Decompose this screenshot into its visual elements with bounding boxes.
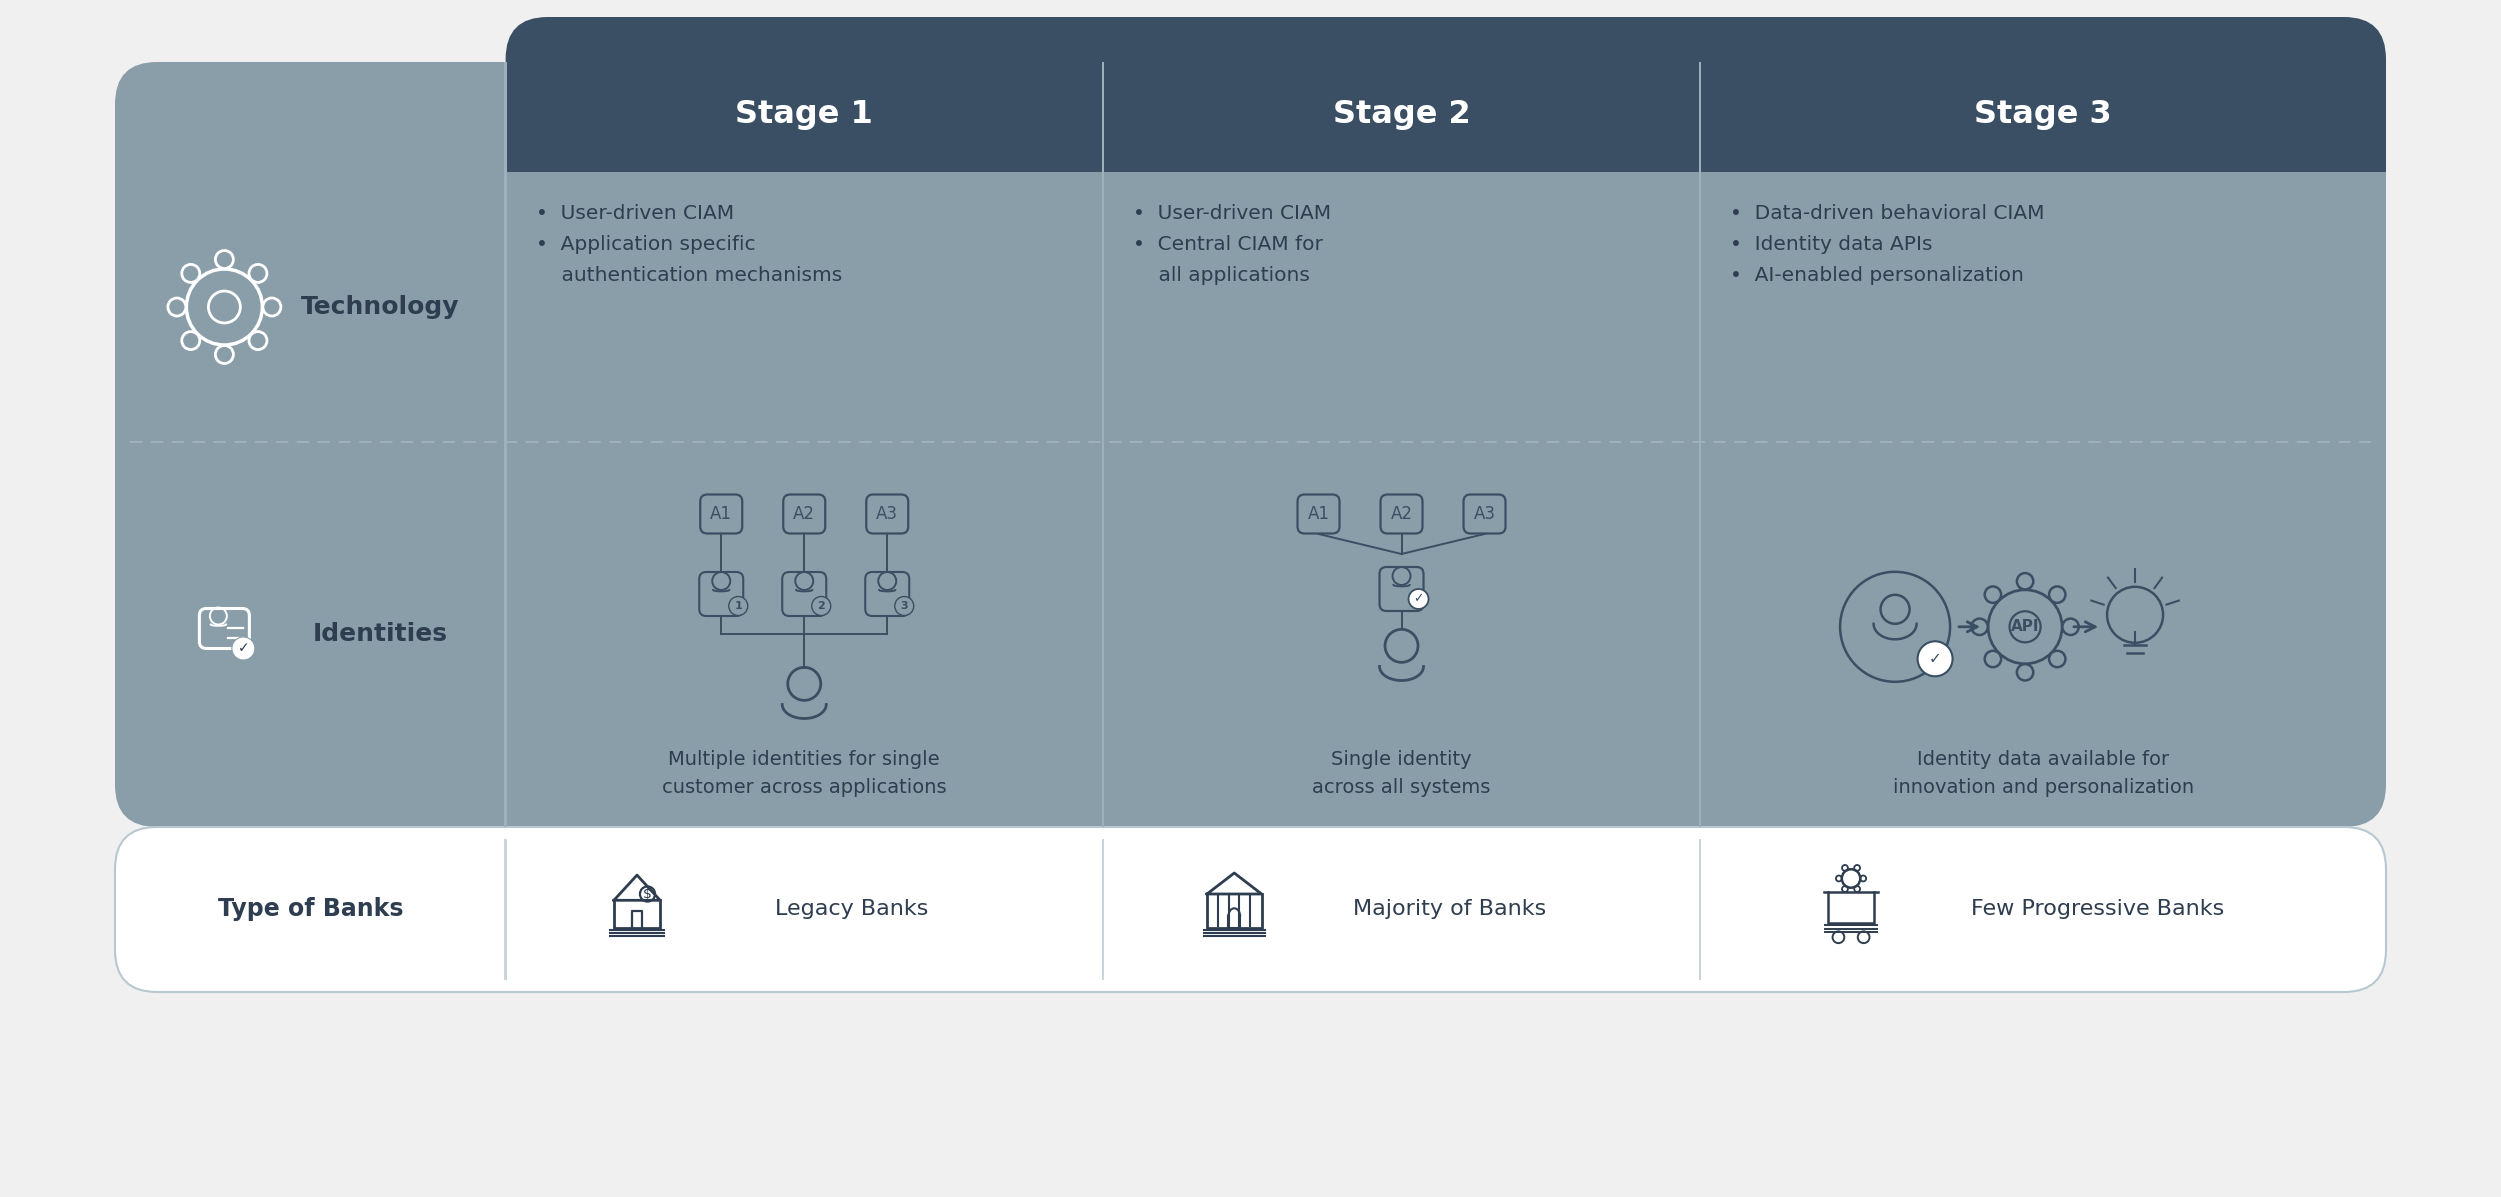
Circle shape <box>813 596 830 615</box>
Bar <box>1100 839 1103 980</box>
Text: API: API <box>2011 619 2038 634</box>
FancyBboxPatch shape <box>115 827 2386 992</box>
Text: $: $ <box>643 887 653 901</box>
Circle shape <box>2048 651 2066 667</box>
Text: Technology: Technology <box>300 294 460 318</box>
Text: •  User-driven CIAM
•  Central CIAM for
    all applications: • User-driven CIAM • Central CIAM for al… <box>1133 203 1331 285</box>
Circle shape <box>168 298 185 316</box>
Text: A2: A2 <box>1391 505 1413 523</box>
Text: 2: 2 <box>818 601 825 610</box>
Circle shape <box>208 291 240 323</box>
Bar <box>1698 62 1701 827</box>
FancyBboxPatch shape <box>505 17 2386 172</box>
Circle shape <box>183 332 200 350</box>
Text: Stage 3: Stage 3 <box>1973 99 2111 130</box>
Circle shape <box>1986 651 2001 667</box>
Circle shape <box>1986 587 2001 603</box>
Text: •  Data-driven behavioral CIAM
•  Identity data APIs
•  AI-enabled personalizati: • Data-driven behavioral CIAM • Identity… <box>1731 203 2046 285</box>
Text: Identities: Identities <box>313 622 448 646</box>
Circle shape <box>1988 590 2063 664</box>
Bar <box>505 62 508 827</box>
Circle shape <box>1841 572 1951 682</box>
Circle shape <box>2016 664 2033 681</box>
Circle shape <box>250 332 268 350</box>
Circle shape <box>188 269 263 345</box>
Text: 1: 1 <box>735 601 743 610</box>
Text: Stage 1: Stage 1 <box>735 99 873 130</box>
Circle shape <box>263 298 280 316</box>
FancyBboxPatch shape <box>115 62 2386 827</box>
Circle shape <box>250 265 268 282</box>
Text: A1: A1 <box>1308 505 1331 523</box>
Text: Stage 2: Stage 2 <box>1333 99 1471 130</box>
Text: Majority of Banks: Majority of Banks <box>1353 899 1546 919</box>
Bar <box>505 839 508 980</box>
Text: Type of Banks: Type of Banks <box>218 898 403 922</box>
Circle shape <box>215 250 233 268</box>
Circle shape <box>2016 573 2033 589</box>
Text: ✓: ✓ <box>1413 593 1423 606</box>
Text: 3: 3 <box>900 601 908 610</box>
Text: A1: A1 <box>710 505 733 523</box>
Text: Identity data available for
innovation and personalization: Identity data available for innovation a… <box>1893 751 2193 797</box>
Text: Legacy Banks: Legacy Banks <box>775 899 928 919</box>
Bar <box>1100 62 1103 827</box>
Circle shape <box>728 596 748 615</box>
Text: ✓: ✓ <box>1928 651 1941 667</box>
Text: A3: A3 <box>1473 505 1496 523</box>
Text: A3: A3 <box>875 505 898 523</box>
Circle shape <box>1918 642 1953 676</box>
Circle shape <box>215 346 233 364</box>
Bar <box>1698 839 1701 980</box>
Circle shape <box>2048 587 2066 603</box>
Circle shape <box>1971 619 1988 634</box>
Circle shape <box>183 265 200 282</box>
Circle shape <box>1408 589 1428 609</box>
Bar <box>505 122 2386 172</box>
Text: Single identity
across all systems: Single identity across all systems <box>1313 751 1491 797</box>
Circle shape <box>2063 619 2078 634</box>
Text: ✓: ✓ <box>238 642 250 656</box>
Circle shape <box>233 637 255 660</box>
Text: •  User-driven CIAM
•  Application specific
    authentication mechanisms: • User-driven CIAM • Application specifi… <box>535 203 843 285</box>
Text: Few Progressive Banks: Few Progressive Banks <box>1971 899 2223 919</box>
Text: Multiple identities for single
customer across applications: Multiple identities for single customer … <box>663 751 945 797</box>
Circle shape <box>895 596 913 615</box>
Text: A2: A2 <box>793 505 815 523</box>
Circle shape <box>2008 612 2041 643</box>
FancyBboxPatch shape <box>200 608 250 649</box>
